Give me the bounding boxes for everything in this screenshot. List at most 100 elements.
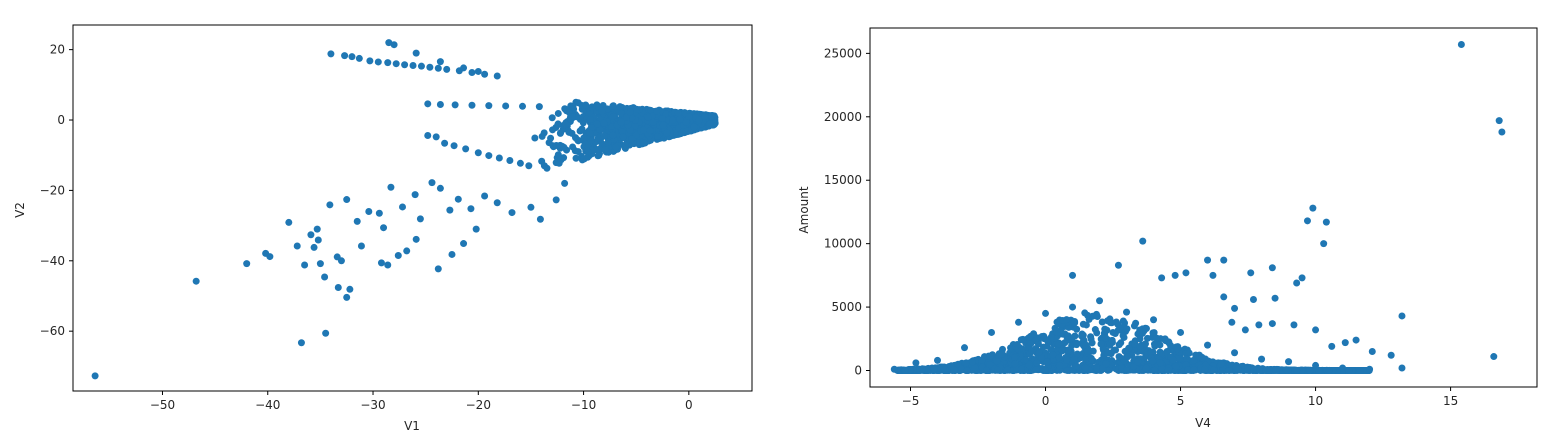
cloud-point [1091,366,1099,374]
cloud-point [893,366,901,374]
cloud-point [1268,366,1276,374]
scatter-point [1298,274,1306,282]
cloud-point [1291,366,1299,374]
cloud-point [1102,363,1110,371]
scatter-point [432,133,440,141]
scatter-point [1217,360,1225,368]
cloud-point [1007,359,1015,367]
cloud-point [1101,330,1109,338]
scatter-point [441,139,449,147]
cloud-point [1115,360,1123,368]
cloud-point [1169,366,1177,374]
cloud-point [1299,366,1307,374]
cloud-point [1084,366,1092,374]
cloud-point [1346,367,1354,375]
cloud-point [1085,366,1093,374]
cloud-point [654,132,662,140]
cloud-point [945,366,953,374]
cloud-point [1262,366,1270,374]
cloud-point [920,366,928,374]
cloud-point [1036,357,1044,365]
cloud-point [1175,362,1183,370]
cloud-point [917,365,925,373]
cloud-point [1158,350,1166,358]
cloud-point [1140,356,1148,364]
cloud-point [970,364,978,372]
cloud-point [1118,355,1126,363]
cloud-point [1166,345,1174,353]
cloud-point [963,359,971,367]
cloud-point [910,366,918,374]
cloud-point [1123,325,1131,333]
scatter-point [934,356,942,364]
cloud-point [1126,366,1134,374]
cloud-point [1275,366,1283,374]
cloud-point [1053,365,1061,373]
scatter-point [495,154,503,162]
cloud-point [1223,366,1231,374]
cloud-point [1028,355,1036,363]
scatter-point [1398,312,1406,320]
cloud-point [1139,365,1147,373]
cloud-point [1179,367,1187,375]
cloud-point [1080,337,1088,345]
cloud-point [938,365,946,373]
scatter-point [266,253,274,261]
cloud-point [1139,329,1147,337]
cloud-point [1264,366,1272,374]
cloud-point [968,362,976,370]
cloud-point [540,129,548,137]
cloud-point [1357,367,1365,375]
cloud-point [1055,340,1063,348]
scatter-point [310,243,318,251]
cloud-point [1301,366,1309,374]
cloud-point [1196,366,1204,374]
scatter-point [1320,240,1328,248]
cloud-point [997,366,1005,374]
cloud-point [1156,341,1164,349]
cloud-point [1210,365,1218,373]
cloud-point [1234,365,1242,373]
cloud-point [1050,363,1058,371]
cloud-point [1017,367,1025,375]
cloud-point [998,350,1006,358]
cloud-point [1044,338,1052,346]
cloud-point [950,366,958,374]
cloud-point [1316,367,1324,375]
cloud-point [967,365,975,373]
cloud-point [1134,355,1142,363]
cloud-point [979,359,987,367]
cloud-point [1319,366,1327,374]
cloud-point [1175,350,1183,358]
cloud-point [1081,360,1089,368]
cloud-point [1355,367,1363,375]
cloud-point [900,366,908,374]
cloud-point [1167,355,1175,363]
cloud-point [1293,366,1301,374]
cloud-point [1337,366,1345,374]
cloud-point [1186,357,1194,365]
scatter-point [1190,356,1198,364]
cloud-point [1079,367,1087,375]
cloud-point [1050,340,1058,348]
cloud-point [915,365,923,373]
cloud-point [1079,366,1087,374]
cloud-point [1334,367,1342,375]
cloud-point [1292,366,1300,374]
cloud-point [1279,366,1287,374]
cloud-point [1165,364,1173,372]
cloud-point [1087,335,1095,343]
cloud-point [1332,366,1340,374]
cloud-point [1080,336,1088,344]
cloud-point [1231,366,1239,374]
cloud-point [1132,363,1140,371]
cloud-point [989,366,997,374]
x-tick-label: −10 [571,398,596,412]
cloud-point [1027,366,1035,374]
cloud-point [1240,366,1248,374]
cloud-point [1070,339,1078,347]
cloud-point [1141,340,1149,348]
cloud-point [1134,330,1142,338]
scatter-point [901,367,909,375]
scatter-point [1220,293,1228,301]
